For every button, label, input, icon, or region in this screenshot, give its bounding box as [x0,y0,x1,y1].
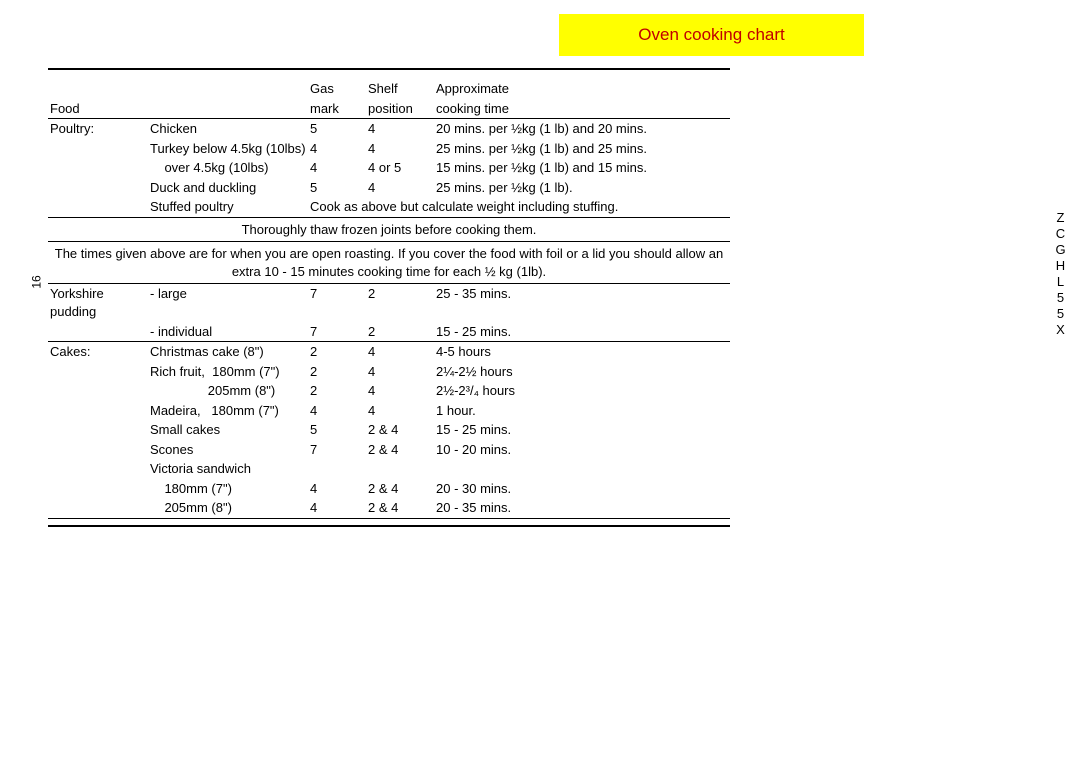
cell-time: 10 - 20 mins. [434,440,730,460]
table-row: Cakes: Christmas cake (8") 2 4 4-5 hours [48,342,730,362]
cell-item: Chicken [148,119,308,139]
cell-item: 180mm (7") [148,479,308,499]
cell-shelf: 4 [366,178,434,198]
thaw-note: Thoroughly thaw frozen joints before coo… [48,218,730,242]
page-number-left: 16 [30,275,44,288]
cell-time: 2¼-2½ hours [434,362,730,382]
cell-shelf: 4 [366,342,434,362]
cell-time: 25 mins. per ½kg (1 lb) and 25 mins. [434,139,730,159]
cat-yorkshire: Yorkshire pudding [48,284,148,321]
cell-item: - individual [148,322,308,342]
hdr-food: Food [48,99,148,119]
table-row: 180mm (7") 4 2 & 4 20 - 30 mins. [48,479,730,499]
cell-gas: 7 [308,322,366,342]
header-row-2: Food mark position cooking time [48,99,730,119]
rule-bottom [48,525,730,527]
table-row: 205mm (8") 4 2 & 4 20 - 35 mins. [48,498,730,518]
cell-gas: 4 [308,479,366,499]
cell-item: Stuffed poultry [148,197,308,217]
cell-time: 15 mins. per ½kg (1 lb) and 15 mins. [434,158,730,178]
table-row: Victoria sandwich [48,459,730,479]
table-row: Rich fruit, 180mm (7") 2 4 2¼-2½ hours [48,362,730,382]
foil-note: The times given above are for when you a… [48,242,730,283]
cell-item: 205mm (8") [148,381,308,401]
cell-gas: 7 [308,440,366,460]
thaw-note-row: Thoroughly thaw frozen joints before coo… [48,218,730,242]
table-row: Madeira, 180mm (7") 4 4 1 hour. [48,401,730,421]
cooking-table: Gas Shelf Approximate Food mark position… [48,70,730,519]
cell-item: 205mm (8") [148,498,308,518]
cell-item: - large [148,284,308,321]
table-row: 205mm (8") 2 4 2½-2³/₄ hours [48,381,730,401]
cell-shelf: 4 [366,381,434,401]
cell-item: over 4.5kg (10lbs) [148,158,308,178]
cell-gas: 2 [308,342,366,362]
cell-shelf: 2 & 4 [366,479,434,499]
hdr-time-2: cooking time [434,99,730,119]
cell-shelf: 4 [366,362,434,382]
cell-shelf: 2 & 4 [366,440,434,460]
cell-time: 20 - 35 mins. [434,498,730,518]
table-row: Duck and duckling 5 4 25 mins. per ½kg (… [48,178,730,198]
cell-time: 15 - 25 mins. [434,420,730,440]
cell-shelf: 4 [366,139,434,159]
table-row: Stuffed poultry Cook as above but calcul… [48,197,730,217]
model-code-right: ZCGHL55X [1053,210,1068,338]
cell-time: 15 - 25 mins. [434,322,730,342]
cell-gas: 5 [308,119,366,139]
hdr-gas-1: Gas [308,70,366,99]
cell-shelf: 2 & 4 [366,498,434,518]
cell-shelf: 4 or 5 [366,158,434,178]
header-row-1: Gas Shelf Approximate [48,70,730,99]
table-row: Yorkshire pudding - large 7 2 25 - 35 mi… [48,284,730,321]
table-row: Turkey below 4.5kg (10lbs) 4 4 25 mins. … [48,139,730,159]
cell-time: 2½-2³/₄ hours [434,381,730,401]
cell-note: Cook as above but calculate weight inclu… [308,197,730,217]
cell-gas: 2 [308,362,366,382]
cell-item: Turkey below 4.5kg (10lbs) [148,139,308,159]
hdr-shelf-1: Shelf [366,70,434,99]
cell-time: 25 - 35 mins. [434,284,730,321]
hdr-gas-2: mark [308,99,366,119]
victoria-label: Victoria sandwich [148,459,730,479]
title-box: Oven cooking chart [559,14,864,56]
cell-shelf: 2 [366,284,434,321]
cell-item: Duck and duckling [148,178,308,198]
cell-item: Christmas cake (8") [148,342,308,362]
cell-shelf: 2 & 4 [366,420,434,440]
title-text: Oven cooking chart [638,25,784,45]
cell-gas: 4 [308,139,366,159]
cell-gas: 7 [308,284,366,321]
cooking-chart: Gas Shelf Approximate Food mark position… [48,68,730,527]
cell-gas: 2 [308,381,366,401]
hdr-shelf-2: position [366,99,434,119]
table-row: Poultry: Chicken 5 4 20 mins. per ½kg (1… [48,119,730,139]
hdr-time-1: Approximate [434,70,730,99]
cell-gas: 4 [308,158,366,178]
cell-time: 1 hour. [434,401,730,421]
cell-time: 4-5 hours [434,342,730,362]
table-row: over 4.5kg (10lbs) 4 4 or 5 15 mins. per… [48,158,730,178]
cell-gas: 5 [308,420,366,440]
table-row: Small cakes 5 2 & 4 15 - 25 mins. [48,420,730,440]
cell-shelf: 4 [366,401,434,421]
cell-gas: 4 [308,498,366,518]
foil-note-row: The times given above are for when you a… [48,242,730,283]
cell-time: 25 mins. per ½kg (1 lb). [434,178,730,198]
cat-poultry: Poultry: [48,119,148,139]
cell-gas: 4 [308,401,366,421]
cell-time: 20 mins. per ½kg (1 lb) and 20 mins. [434,119,730,139]
cell-item: Scones [148,440,308,460]
cell-item: Madeira, 180mm (7") [148,401,308,421]
cell-item: Rich fruit, 180mm (7") [148,362,308,382]
cell-shelf: 2 [366,322,434,342]
cat-cakes: Cakes: [48,342,148,362]
cell-shelf: 4 [366,119,434,139]
cell-item: Small cakes [148,420,308,440]
cell-gas: 5 [308,178,366,198]
cell-time: 20 - 30 mins. [434,479,730,499]
table-row: - individual 7 2 15 - 25 mins. [48,322,730,342]
table-row: Scones 7 2 & 4 10 - 20 mins. [48,440,730,460]
